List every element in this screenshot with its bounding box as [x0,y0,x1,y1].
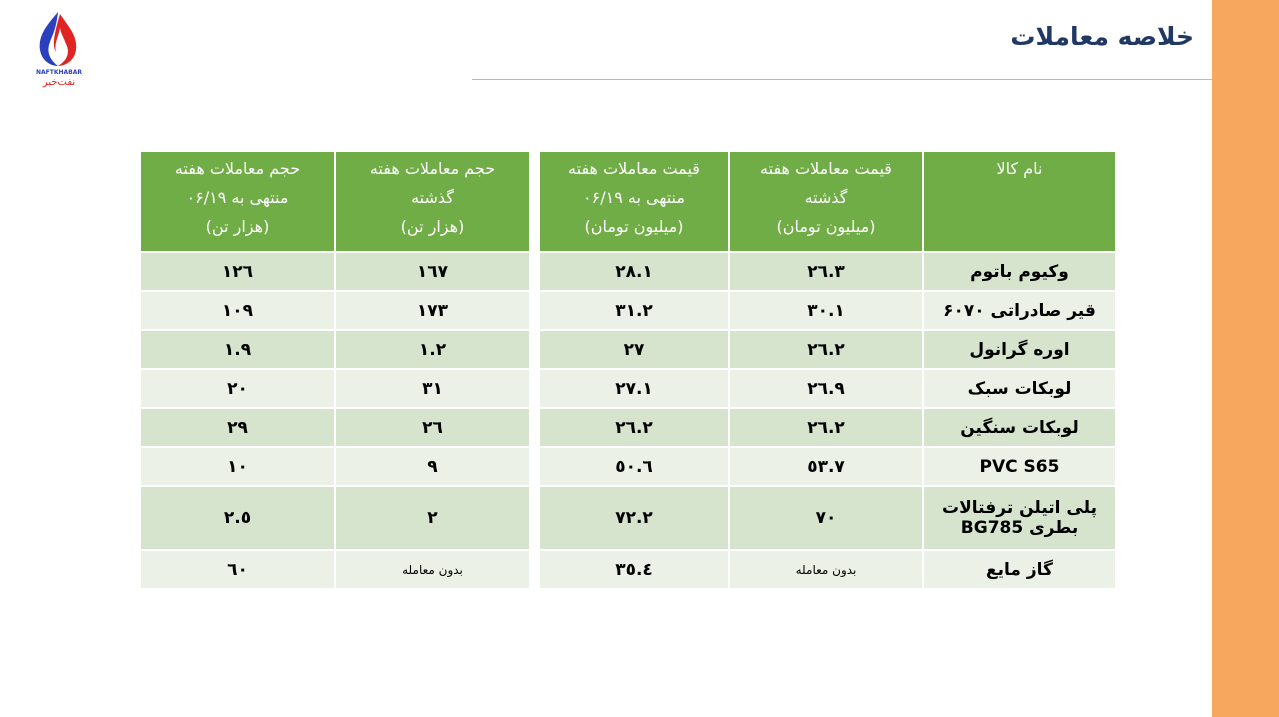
cell-volume-prev: بدون معامله [334,549,531,590]
column-divider [529,251,540,292]
cell-price-prev: ٢٦.٢ [728,329,924,370]
cell-commodity: لوبکات سبک [922,368,1117,409]
cell-volume-prev: ٢٦ [334,407,531,448]
svg-text:نفت‌خبر: نفت‌خبر [42,77,75,88]
table-row: اوره گرانول ٢٦.٢ ٢٧ ١.٢ ١.٩ [139,329,1117,370]
cell-volume-prev: ١٧٣ [334,290,531,331]
column-divider [529,329,540,370]
page-title: خلاصه معاملات [1010,22,1194,51]
table-row: لوبکات سبک ٢٦.٩ ٢٧.١ ٣١ ٢٠ [139,368,1117,409]
cell-price-prev: بدون معامله [728,549,924,590]
cell-commodity: لوبکات سنگین [922,407,1117,448]
cell-volume-curr: ٦٠ [139,549,336,590]
cell-price-prev: ٢٦.٢ [728,407,924,448]
cell-price-curr: ٢٧.١ [538,368,730,409]
cell-price-curr: ٣٥.٤ [538,549,730,590]
cell-volume-curr: ١٠٩ [139,290,336,331]
table-row: PVC S65 ٥٣.٧ ٥٠.٦ ٩ ١٠ [139,446,1117,487]
cell-volume-curr: ٢.٥ [139,485,336,551]
cell-price-prev: ٣٠.١ [728,290,924,331]
cell-price-curr: ٢٧ [538,329,730,370]
cell-commodity: PVC S65 [922,446,1117,487]
cell-price-prev: ٧٠ [728,485,924,551]
cell-volume-prev: ٣١ [334,368,531,409]
table-row: قیر صادراتی ۶۰۷۰ ٣٠.١ ٣١.٢ ١٧٣ ١٠٩ [139,290,1117,331]
column-divider [529,407,540,448]
side-accent-bar [1212,0,1279,717]
cell-price-curr: ٢٨.١ [538,251,730,292]
transactions-summary-table: نام کالا قیمت معاملات هفته گذشته (میلیون ت… [139,150,1117,590]
cell-commodity: قیر صادراتی ۶۰۷۰ [922,290,1117,331]
cell-volume-curr: ٢٠ [139,368,336,409]
cell-commodity: گاز مایع [922,549,1117,590]
title-divider [472,79,1212,80]
cell-price-curr: ٣١.٢ [538,290,730,331]
cell-commodity: اوره گرانول [922,329,1117,370]
column-divider [529,485,540,551]
header-commodity: نام کالا [922,150,1117,253]
cell-price-prev: ٢٦.٩ [728,368,924,409]
column-divider [529,446,540,487]
table-header-row: نام کالا قیمت معاملات هفته گذشته (میلیون ت… [139,150,1117,253]
cell-price-prev: ٢٦.٣ [728,251,924,292]
cell-volume-curr: ١٢٦ [139,251,336,292]
cell-price-curr: ٧٢.٢ [538,485,730,551]
cell-volume-prev: ٩ [334,446,531,487]
cell-volume-prev: ١٦٧ [334,251,531,292]
table-row: لوبکات سنگین ٢٦.٢ ٢٦.٢ ٢٦ ٢٩ [139,407,1117,448]
cell-volume-curr: ١٠ [139,446,336,487]
cell-volume-prev: ١.٢ [334,329,531,370]
table-row: پلی اتیلن ترفتالات بطری BG785 ٧٠ ٧٢.٢ ٢ ٢.٥ [139,485,1117,551]
header-volume-curr: حجم معاملات هفته منتهی به ۰۶/۱۹ (هزار تن) [139,150,336,253]
column-divider [529,290,540,331]
cell-volume-curr: ٢٩ [139,407,336,448]
cell-price-prev: ٥٣.٧ [728,446,924,487]
cell-price-curr: ٥٠.٦ [538,446,730,487]
header-price-curr: قیمت معاملات هفته منتهی به ۰۶/۱۹ (میلیون ت… [538,150,730,253]
header-volume-prev: حجم معاملات هفته گذشته (هزار تن) [334,150,531,253]
cell-commodity: پلی اتیلن ترفتالات بطری BG785 [922,485,1117,551]
naftkhabar-logo: NAFTKHABAR نفت‌خبر [28,8,90,88]
cell-price-curr: ٢٦.٢ [538,407,730,448]
table-row: گاز مایع بدون معامله ٣٥.٤ بدون معامله ٦٠ [139,549,1117,590]
column-divider [529,549,540,590]
cell-volume-curr: ١.٩ [139,329,336,370]
column-divider [529,368,540,409]
svg-text:NAFTKHABAR: NAFTKHABAR [36,69,82,76]
table-row: وکیوم باتوم ٢٦.٣ ٢٨.١ ١٦٧ ١٢٦ [139,251,1117,292]
column-divider [529,150,540,253]
cell-commodity: وکیوم باتوم [922,251,1117,292]
header-price-prev: قیمت معاملات هفته گذشته (میلیون تومان) [728,150,924,253]
cell-volume-prev: ٢ [334,485,531,551]
